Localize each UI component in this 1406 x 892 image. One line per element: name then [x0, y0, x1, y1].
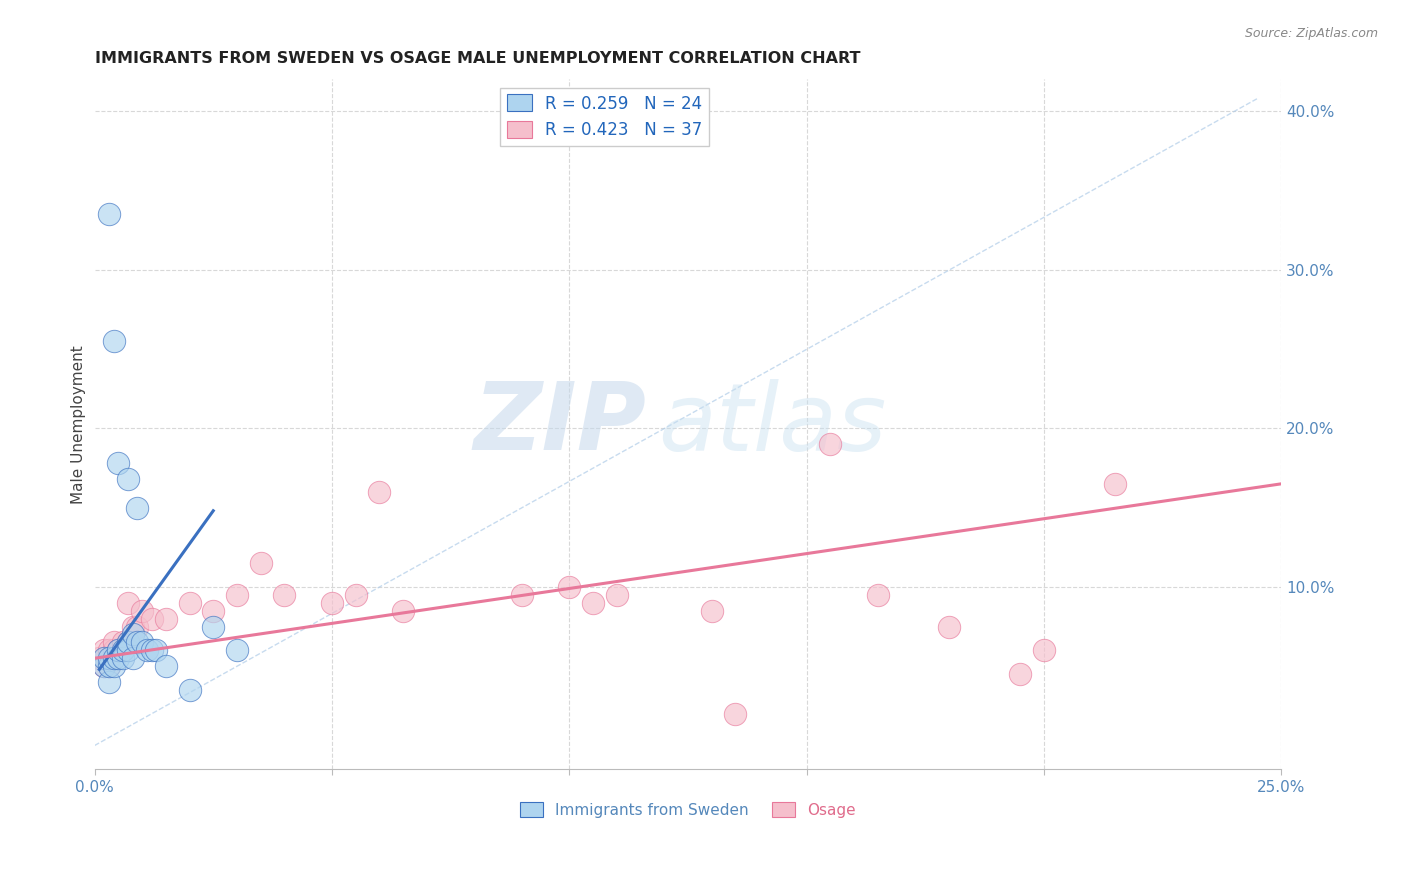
Point: [97, 651, 120, 665]
Point: [127, 619, 149, 633]
Point: [344, 588, 367, 602]
Point: [145, 643, 167, 657]
Point: [112, 643, 135, 657]
Point: [97, 643, 120, 657]
Point: [107, 456, 129, 470]
Point: [107, 643, 129, 657]
Point: [121, 651, 143, 665]
Point: [273, 588, 295, 602]
Point: [103, 651, 125, 665]
Point: [700, 604, 723, 618]
Point: [107, 643, 129, 657]
Point: [866, 588, 889, 602]
Text: ZIP: ZIP: [474, 378, 647, 470]
Point: [93, 659, 115, 673]
Point: [155, 659, 177, 673]
Point: [121, 627, 143, 641]
Point: [155, 612, 177, 626]
Point: [117, 635, 139, 649]
Point: [938, 619, 960, 633]
Point: [112, 651, 135, 665]
Point: [112, 635, 135, 649]
Point: [107, 651, 129, 665]
Point: [392, 604, 415, 618]
Point: [1104, 476, 1126, 491]
Point: [226, 643, 249, 657]
Text: Source: ZipAtlas.com: Source: ZipAtlas.com: [1244, 27, 1378, 40]
Text: atlas: atlas: [658, 379, 887, 470]
Point: [582, 596, 605, 610]
Point: [510, 588, 533, 602]
Point: [117, 472, 139, 486]
Y-axis label: Male Unemployment: Male Unemployment: [72, 345, 86, 504]
Point: [368, 484, 391, 499]
Point: [820, 437, 842, 451]
Point: [93, 643, 115, 657]
Point: [97, 207, 120, 221]
Point: [93, 651, 115, 665]
Point: [606, 588, 628, 602]
Point: [127, 500, 149, 515]
Point: [121, 619, 143, 633]
Point: [135, 643, 157, 657]
Point: [131, 635, 153, 649]
Point: [131, 604, 153, 618]
Point: [226, 588, 249, 602]
Point: [89, 651, 111, 665]
Point: [179, 683, 201, 698]
Point: [97, 675, 120, 690]
Point: [117, 635, 139, 649]
Point: [321, 596, 343, 610]
Point: [97, 659, 120, 673]
Point: [141, 643, 163, 657]
Point: [141, 612, 163, 626]
Point: [93, 659, 115, 673]
Point: [724, 706, 747, 721]
Point: [202, 619, 225, 633]
Point: [1010, 667, 1032, 681]
Point: [103, 334, 125, 348]
Point: [127, 635, 149, 649]
Point: [179, 596, 201, 610]
Text: IMMIGRANTS FROM SWEDEN VS OSAGE MALE UNEMPLOYMENT CORRELATION CHART: IMMIGRANTS FROM SWEDEN VS OSAGE MALE UNE…: [94, 51, 860, 66]
Point: [97, 659, 120, 673]
Point: [1033, 643, 1056, 657]
Point: [202, 604, 225, 618]
Point: [558, 580, 581, 594]
Point: [117, 643, 139, 657]
Point: [249, 556, 271, 570]
Point: [103, 635, 125, 649]
Legend: Immigrants from Sweden, Osage: Immigrants from Sweden, Osage: [515, 796, 862, 823]
Point: [117, 596, 139, 610]
Point: [103, 643, 125, 657]
Point: [103, 659, 125, 673]
